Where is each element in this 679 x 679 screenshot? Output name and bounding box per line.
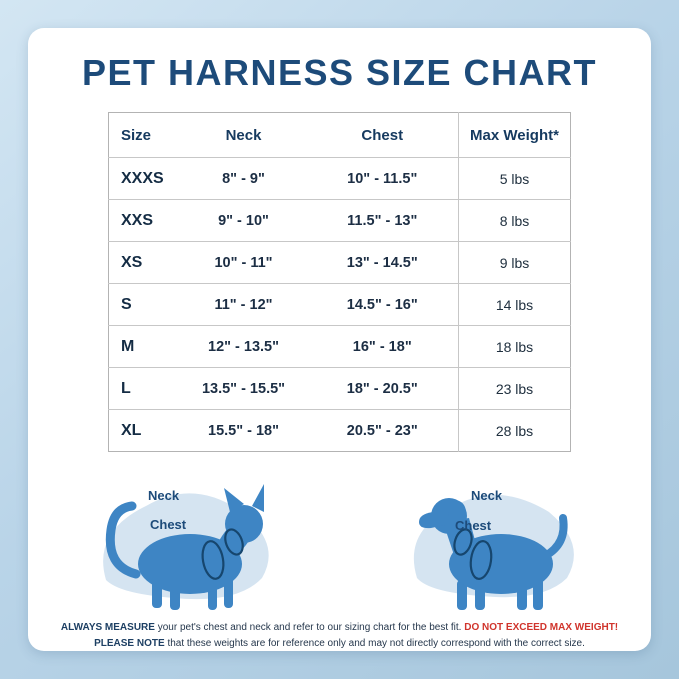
disclaimer-please-note: PLEASE NOTE [94, 637, 165, 649]
disclaimer-line-2: PLEASE NOTE that these weights are for r… [94, 638, 585, 649]
size-cell: L [121, 379, 131, 397]
dog-figure: Neck Chest [393, 462, 593, 612]
table-row: XL 15.5" - 18" 20.5" - 23" 28 lbs [109, 409, 571, 452]
size-table: Size Neck Chest Max Weight* XXXS 8" - 9"… [108, 112, 571, 452]
cat-figure: Neck Chest [86, 462, 286, 612]
max-weight-cell: 9 lbs [458, 241, 571, 284]
table-row: M 12" - 13.5" 16" - 18" 18 lbs [108, 325, 571, 368]
table-row: XS 10" - 11" 13" - 14.5" 9 lbs [108, 241, 571, 284]
neck-cell: 10" - 11" [214, 254, 273, 271]
chest-cell: 20.5" - 23" [346, 422, 418, 439]
chest-cell: 18" - 20.5" [346, 380, 418, 397]
cat-silhouette [105, 484, 264, 610]
header-chest: Chest [361, 126, 404, 144]
disclaimer: ALWAYS MEASURE your pet's chest and neck… [44, 620, 635, 651]
disclaimer-text-1: your pet's chest and neck and refer to o… [154, 622, 465, 633]
cat-chest-label: Chest [150, 517, 187, 532]
disclaimer-text-2: that these weights are for reference onl… [164, 637, 585, 649]
header-size: Size [121, 126, 152, 144]
size-cell: XS [121, 253, 143, 271]
chest-cell: 13" - 14.5" [346, 254, 418, 271]
cat-chest-harness-loop [201, 540, 225, 580]
max-weight-cell: 8 lbs [458, 199, 571, 242]
neck-cell: 11" - 12" [214, 296, 273, 313]
table-row: XXXS 8" - 9" 10" - 11.5" 5 lbs [108, 157, 571, 200]
header-neck: Neck [225, 126, 262, 144]
max-weight-cell: 18 lbs [458, 325, 571, 368]
page-title: PET HARNESS SIZE CHART [81, 52, 598, 93]
neck-cell: 9" - 10" [218, 212, 269, 229]
dog-neck-label: Neck [471, 488, 503, 503]
cat-neck-harness-loop [224, 528, 244, 556]
disclaimer-always-measure: ALWAYS MEASURE [60, 622, 155, 633]
disclaimer-max-weight-warning: DO NOT EXCEED MAX WEIGHT! [464, 622, 619, 633]
neck-cell: 12" - 13.5" [208, 338, 279, 355]
neck-cell: 8" - 9" [222, 170, 265, 187]
size-cell: S [121, 295, 132, 313]
size-cell: XL [121, 421, 142, 439]
disclaimer-line-1: ALWAYS MEASURE your pet's chest and neck… [61, 622, 618, 633]
cat-neck-label: Neck [148, 488, 180, 503]
measurement-figures: Neck Chest [86, 462, 593, 612]
header-max-weight: Max Weight* [458, 112, 571, 158]
size-chart-card: PET HARNESS SIZE CHART Size Neck Chest M… [28, 28, 651, 651]
size-cell: XXS [121, 211, 154, 229]
dog-chest-harness-loop [469, 540, 493, 580]
neck-cell: 15.5" - 18" [208, 422, 279, 439]
max-weight-cell: 5 lbs [458, 157, 571, 200]
table-row: XXS 9" - 10" 11.5" - 13" 8 lbs [108, 199, 571, 242]
dog-neck-harness-loop [453, 528, 473, 556]
table-row: S 11" - 12" 14.5" - 16" 14 lbs [108, 283, 571, 326]
cat-illustration-svg [103, 484, 269, 610]
chest-cell: 14.5" - 16" [346, 296, 418, 313]
size-cell: M [121, 337, 135, 355]
dog-chest-label: Chest [455, 518, 492, 533]
max-weight-cell: 23 lbs [458, 367, 571, 410]
size-cell: XXXS [121, 169, 164, 187]
neck-cell: 13.5" - 15.5" [201, 380, 286, 397]
chest-cell: 16" - 18" [352, 338, 412, 355]
chest-cell: 10" - 11.5" [347, 170, 418, 187]
max-weight-cell: 14 lbs [458, 283, 571, 326]
chest-cell: 11.5" - 13" [347, 212, 418, 229]
dog-illustration-svg [413, 494, 574, 610]
table-header-row: Size Neck Chest Max Weight* [108, 112, 571, 158]
max-weight-cell: 28 lbs [458, 409, 571, 452]
table-row: L 13.5" - 15.5" 18" - 20.5" 23 lbs [108, 367, 571, 410]
